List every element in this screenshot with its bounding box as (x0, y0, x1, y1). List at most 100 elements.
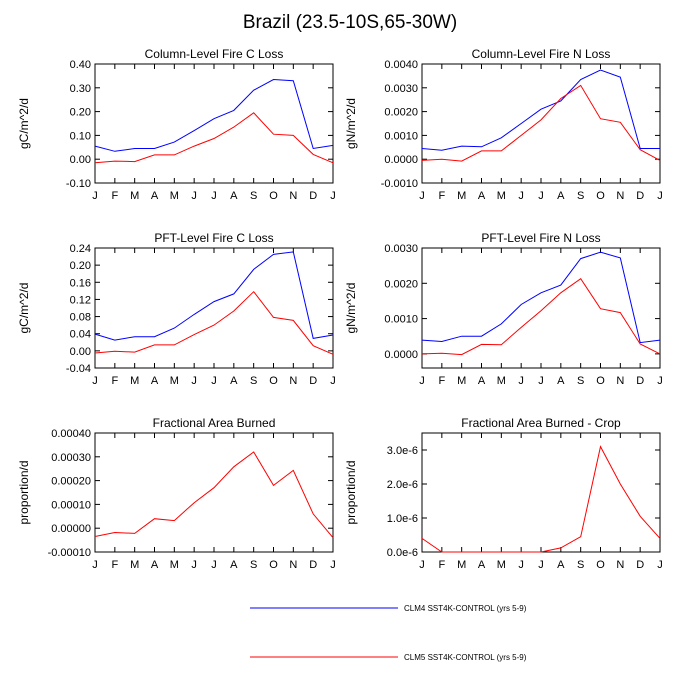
series-line (421, 445, 661, 553)
y-axis-label: gN/m^2/d (344, 283, 358, 334)
y-tick-label: 0.0010 (384, 314, 418, 326)
x-tick-label: N (289, 559, 297, 571)
x-tick-label: J (92, 190, 98, 202)
x-tick-label: S (577, 190, 584, 202)
series-line (421, 69, 660, 151)
x-tick-label: N (289, 375, 297, 387)
y-tick-label: 0.24 (70, 243, 91, 255)
y-tick-label: 0.0040 (384, 59, 418, 71)
panel-title: PFT-Level Fire C Loss (154, 231, 273, 245)
x-tick-label: M (130, 190, 139, 202)
x-tick-label: J (211, 190, 217, 202)
legend-item: CLM4 SST4K-CONTROL (yrs 5-9) (250, 604, 527, 613)
x-tick-label: A (230, 190, 238, 202)
y-tick-label: 0.00040 (51, 428, 91, 440)
x-tick-label: J (419, 190, 425, 202)
x-tick-label: J (330, 190, 336, 202)
x-tick-label: M (457, 190, 466, 202)
x-tick-label: O (596, 375, 605, 387)
x-tick-label: O (269, 559, 278, 571)
x-tick-label: S (577, 559, 584, 571)
y-tick-label: 0.00 (70, 154, 91, 166)
plot-frame (421, 432, 661, 553)
plot-frame (94, 432, 334, 553)
x-tick-label: M (170, 559, 179, 571)
y-tick-label: -0.04 (66, 363, 91, 375)
x-tick-label: O (269, 190, 278, 202)
x-tick-label: J (92, 375, 98, 387)
x-tick-label: M (497, 559, 506, 571)
series-line (94, 251, 334, 341)
x-tick-label: J (211, 559, 217, 571)
x-tick-label: J (211, 375, 217, 387)
y-tick-label: 0.12 (70, 294, 91, 306)
y-tick-label: 0.0000 (384, 154, 418, 166)
x-tick-label: M (170, 375, 179, 387)
x-tick-label: J (92, 559, 98, 571)
x-tick-label: J (518, 559, 524, 571)
legend-item: CLM5 SST4K-CONTROL (yrs 5-9) (250, 653, 527, 662)
x-tick-label: S (250, 559, 257, 571)
x-tick-label: M (457, 559, 466, 571)
x-tick-label: J (657, 190, 663, 202)
y-tick-label: 0.40 (70, 59, 91, 71)
panel-title: Column-Level Fire C Loss (145, 47, 284, 61)
x-tick-label: M (170, 190, 179, 202)
x-tick-label: N (616, 559, 624, 571)
x-tick-label: M (457, 375, 466, 387)
y-axis-label: gN/m^2/d (344, 98, 358, 149)
x-tick-label: F (438, 190, 445, 202)
x-tick-label: A (151, 375, 159, 387)
x-tick-label: D (636, 375, 644, 387)
x-tick-label: J (419, 559, 425, 571)
x-tick-label: J (330, 559, 336, 571)
plot-frame (421, 247, 661, 369)
x-tick-label: N (289, 190, 297, 202)
x-tick-label: D (636, 190, 644, 202)
x-tick-label: J (419, 375, 425, 387)
x-tick-label: D (309, 559, 317, 571)
x-tick-label: D (636, 559, 644, 571)
y-tick-label: 2.0e-6 (387, 479, 418, 491)
series-line (94, 290, 334, 355)
x-tick-label: A (557, 559, 565, 571)
x-tick-label: A (151, 559, 159, 571)
plot-frame (421, 63, 661, 184)
x-tick-label: J (518, 190, 524, 202)
y-tick-label: 0.04 (70, 329, 91, 341)
x-tick-label: J (191, 559, 197, 571)
x-tick-label: M (130, 375, 139, 387)
y-tick-label: 0.00010 (51, 499, 91, 511)
y-tick-label: 0.20 (70, 107, 91, 119)
x-tick-label: A (478, 559, 486, 571)
x-tick-label: S (250, 190, 257, 202)
x-tick-label: A (557, 375, 565, 387)
legend-label: CLM5 SST4K-CONTROL (yrs 5-9) (404, 653, 527, 662)
x-tick-label: N (616, 375, 624, 387)
y-tick-label: 3.0e-6 (387, 445, 418, 457)
x-tick-label: O (596, 559, 605, 571)
x-tick-label: D (309, 375, 317, 387)
y-tick-label: 0.0020 (384, 278, 418, 290)
x-tick-label: O (596, 190, 605, 202)
x-tick-label: A (557, 190, 565, 202)
series-line (421, 84, 661, 162)
x-tick-label: J (518, 375, 524, 387)
x-tick-label: F (438, 559, 445, 571)
x-tick-label: J (330, 375, 336, 387)
y-tick-label: 0.00020 (51, 476, 91, 488)
y-tick-label: 0.20 (70, 260, 91, 272)
y-tick-label: 0.00 (70, 346, 91, 358)
y-axis-label: proportion/d (344, 460, 358, 524)
panel-title: Fractional Area Burned (153, 416, 276, 430)
series-line (94, 78, 334, 152)
figure-title: Brazil (23.5-10S,65-30W) (242, 12, 458, 33)
x-tick-label: J (538, 559, 544, 571)
y-tick-label: 0.0030 (384, 243, 418, 255)
x-tick-label: N (616, 190, 624, 202)
